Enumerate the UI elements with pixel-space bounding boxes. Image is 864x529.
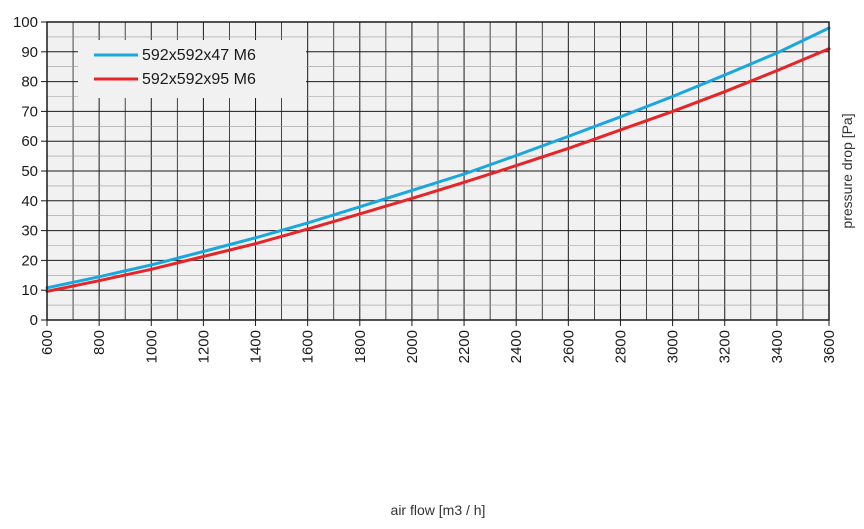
y-tick-label: 70 (21, 103, 38, 120)
y-tick-label: 10 (21, 282, 38, 299)
x-tick-label: 1400 (248, 330, 265, 363)
y-tick-label: 30 (21, 223, 38, 240)
x-tick-label: 2600 (560, 330, 577, 363)
x-tick-label: 1200 (195, 330, 212, 363)
x-tick-label: 2800 (612, 330, 629, 363)
series-line (45, 47, 831, 293)
y-tick-label: 60 (21, 133, 38, 150)
y-axis-ticks: 0 10 20 30 40 50 60 70 80 90 100 (13, 14, 47, 329)
x-tick-label: 3600 (821, 330, 838, 363)
x-axis-label: air flow [m3 / h] (391, 502, 486, 518)
x-axis-ticks: 600 800 1000 1200 1400 1600 1800 2000 2200 2400 26… (39, 320, 838, 363)
x-tick-label: 2400 (508, 330, 525, 363)
series-line (45, 26, 831, 290)
y-axis-label: pressure drop [Pa] (839, 113, 855, 228)
y-tick-label: 50 (21, 163, 38, 180)
x-tick-label: 2200 (456, 330, 473, 363)
y-tick-label: 20 (21, 252, 38, 269)
y-tick-label: 80 (21, 74, 38, 91)
x-tick-label: 2000 (404, 330, 421, 363)
plot-border (46, 21, 830, 321)
x-tick-label: 1000 (143, 330, 160, 363)
y-tick-label: 0 (30, 312, 38, 329)
x-tick-label: 3000 (665, 330, 682, 363)
legend-box (78, 40, 306, 98)
legend-label: 592x592x47 M6 (142, 47, 256, 64)
series-lines (45, 26, 831, 293)
y-tick-label: 40 (21, 193, 38, 210)
x-tick-label: 1600 (300, 330, 317, 363)
legend: 592x592x47 M6 592x592x95 M6 (78, 40, 306, 98)
x-tick-label: 800 (91, 330, 108, 355)
legend-label: 592x592x95 M6 (142, 71, 256, 88)
x-tick-label: 3400 (769, 330, 786, 363)
x-tick-label: 3200 (717, 330, 734, 363)
x-tick-label: 1800 (352, 330, 369, 363)
y-tick-label: 100 (13, 14, 38, 31)
x-tick-label: 600 (39, 330, 56, 355)
y-tick-label: 90 (21, 44, 38, 61)
